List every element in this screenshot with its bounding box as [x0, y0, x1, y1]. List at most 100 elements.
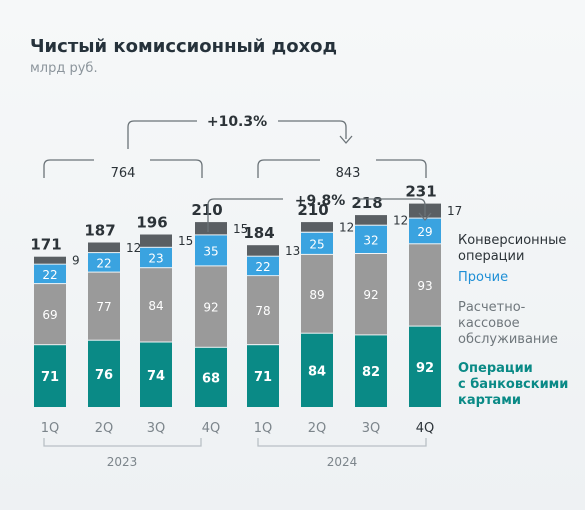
- total-label-6: 218: [351, 194, 382, 212]
- bar-settlement-4: [247, 276, 279, 345]
- value-label-conversion-6: 12: [393, 213, 408, 227]
- value-label-settlement-3: 92: [203, 301, 218, 315]
- total-label-1: 187: [84, 222, 115, 240]
- bar-other-5: [301, 232, 333, 254]
- bar-conversion-5: [301, 222, 333, 232]
- bar-cards-3: [195, 347, 227, 407]
- category-label-4: 1Q: [254, 421, 273, 436]
- category-label-1: 2Q: [95, 421, 114, 436]
- bar-settlement-5: [301, 254, 333, 333]
- value-label-other-4: 22: [255, 260, 270, 274]
- bar-cards-6: [355, 335, 387, 407]
- year-2023-bracket: [43, 438, 202, 447]
- value-label-cards-7: 92: [416, 361, 434, 376]
- category-label-7: 4Q: [416, 421, 435, 436]
- growth-q4-label: +9.8%: [295, 193, 346, 209]
- year-label-2023: 2023: [107, 455, 138, 469]
- bar-conversion-3: [195, 222, 227, 235]
- value-label-cards-0: 71: [41, 370, 59, 385]
- category-label-6: 3Q: [362, 421, 381, 436]
- bar-conversion-1: [88, 242, 120, 253]
- bars-layer: 71 69 22 9 171 76 77 22 12 187 74 84 23 15 196 68 92 35 15…: [30, 183, 462, 407]
- bar-other-4: [247, 256, 279, 276]
- bar-other-6: [355, 225, 387, 253]
- value-label-settlement-7: 93: [417, 279, 432, 293]
- bar-other-3: [195, 235, 227, 266]
- bar-conversion-0: [34, 256, 66, 264]
- year-2024-bracket: [257, 438, 427, 447]
- value-label-other-7: 29: [417, 225, 432, 239]
- total-label-3: 210: [191, 201, 222, 219]
- growth-total-bracket: [127, 120, 347, 149]
- page-title: Чистый комиссионный доход: [30, 36, 338, 57]
- bar-cards-7: [409, 326, 441, 407]
- bar-conversion-4: [247, 245, 279, 256]
- bar-conversion-6: [355, 215, 387, 225]
- bar-other-1: [88, 253, 120, 272]
- value-label-cards-1: 76: [95, 368, 113, 383]
- value-label-conversion-1: 12: [126, 241, 141, 255]
- value-label-cards-4: 71: [254, 370, 272, 385]
- growth-q4-arrowhead: [418, 212, 432, 221]
- bar-settlement-1: [88, 272, 120, 340]
- category-label-2: 3Q: [147, 421, 166, 436]
- sum-2024-bracket: [257, 159, 427, 178]
- total-label-0: 171: [30, 236, 61, 254]
- bar-cards-0: [34, 345, 66, 407]
- value-label-settlement-6: 92: [363, 288, 378, 302]
- legend-item-cards: Операции с банковскими картами: [458, 361, 569, 408]
- value-label-other-6: 32: [363, 233, 378, 247]
- sum-2023-bracket: [43, 159, 203, 178]
- value-label-conversion-2: 15: [178, 234, 193, 248]
- total-label-5: 210: [297, 201, 328, 219]
- legend-item-other: Прочие: [458, 270, 509, 285]
- value-label-other-5: 25: [309, 237, 324, 251]
- value-label-other-1: 22: [96, 256, 111, 270]
- growth-q4-bracket: [207, 198, 426, 232]
- page-subtitle: млрд руб.: [30, 61, 98, 76]
- bar-other-2: [140, 247, 172, 268]
- total-label-7: 231: [405, 183, 436, 201]
- value-label-settlement-5: 89: [309, 288, 324, 302]
- category-label-3: 4Q: [202, 421, 221, 436]
- year-label-2024: 2024: [327, 455, 358, 469]
- bar-settlement-0: [34, 284, 66, 345]
- value-label-other-3: 35: [203, 244, 218, 258]
- value-label-conversion-3: 15: [233, 222, 248, 236]
- value-label-cards-3: 68: [202, 371, 220, 386]
- value-label-settlement-2: 84: [148, 299, 163, 313]
- category-label-0: 1Q: [41, 421, 60, 436]
- annotations-layer: +10.3% 764 843 +9.8%: [43, 114, 432, 447]
- total-label-2: 196: [136, 214, 167, 232]
- legend-item-conversion: Конверсионные операции: [458, 233, 567, 264]
- bar-cards-5: [301, 333, 333, 407]
- sum-2023-label: 764: [111, 166, 136, 181]
- value-label-cards-5: 84: [308, 364, 326, 379]
- bar-settlement-6: [355, 254, 387, 335]
- axis-layer: 1Q 2Q 3Q 4Q 1Q 2Q 3Q 4Q 2023 2024: [41, 421, 435, 469]
- bar-other-7: [409, 218, 441, 244]
- value-label-cards-6: 82: [362, 365, 380, 380]
- bar-cards-1: [88, 340, 120, 407]
- value-label-settlement-1: 77: [96, 300, 111, 314]
- growth-total-arrowhead: [339, 135, 353, 144]
- value-label-other-0: 22: [42, 268, 57, 282]
- total-label-4: 184: [243, 224, 274, 242]
- value-label-conversion-7: 17: [447, 204, 462, 218]
- bar-settlement-2: [140, 268, 172, 342]
- bar-settlement-3: [195, 266, 227, 347]
- legend-item-settlement: Расчетно- кассовое обслуживание: [458, 300, 558, 347]
- value-label-settlement-4: 78: [255, 304, 270, 318]
- bar-cards-2: [140, 342, 172, 407]
- growth-total-label: +10.3%: [207, 114, 267, 130]
- bar-other-0: [34, 264, 66, 284]
- bar-settlement-7: [409, 244, 441, 326]
- sum-2024-label: 843: [336, 166, 361, 181]
- value-label-conversion-0: 9: [72, 254, 80, 268]
- value-label-conversion-5: 12: [339, 221, 354, 235]
- bar-conversion-2: [140, 234, 172, 247]
- value-label-conversion-4: 13: [285, 244, 300, 258]
- bar-cards-4: [247, 345, 279, 407]
